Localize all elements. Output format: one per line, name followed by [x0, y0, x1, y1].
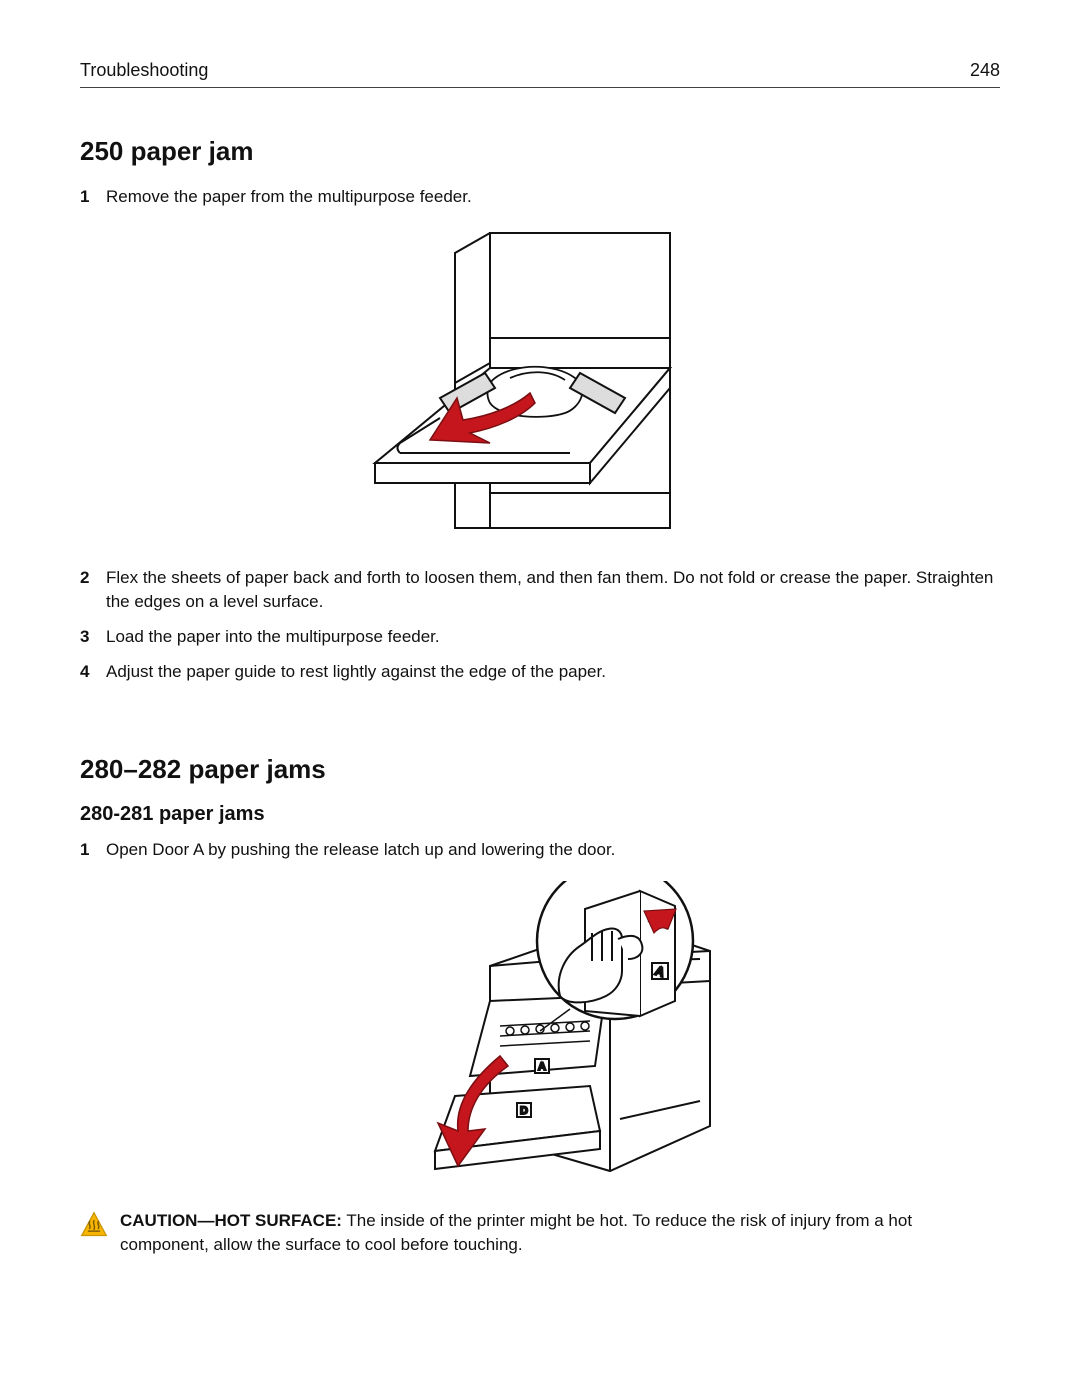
page-header: Troubleshooting 248 [80, 60, 1000, 88]
section-250-steps-cont: Flex the sheets of paper back and forth … [80, 566, 1000, 685]
figure-280: A D [80, 881, 1000, 1181]
door-a-label: A [538, 1061, 546, 1073]
step-item: Flex the sheets of paper back and forth … [80, 566, 1000, 615]
manual-page: Troubleshooting 248 250 paper jam Remove… [0, 0, 1080, 1397]
chapter-title: Troubleshooting [80, 60, 208, 81]
section-280-steps: Open Door A by pushing the release latch… [80, 838, 1000, 863]
caution-hot-surface: CAUTION—HOT SURFACE: The inside of the p… [80, 1209, 1000, 1258]
step-item: Load the paper into the multipurpose fee… [80, 625, 1000, 650]
step-item: Open Door A by pushing the release latch… [80, 838, 1000, 863]
caution-label: CAUTION—HOT SURFACE: [120, 1211, 342, 1230]
section-280-title: 280–282 paper jams [80, 754, 1000, 785]
caution-text: CAUTION—HOT SURFACE: The inside of the p… [120, 1209, 1000, 1258]
section-250-title: 250 paper jam [80, 136, 1000, 167]
section-250-steps: Remove the paper from the multipurpose f… [80, 185, 1000, 210]
step-item: Adjust the paper guide to rest lightly a… [80, 660, 1000, 685]
door-d-label: D [520, 1105, 528, 1117]
figure-250 [80, 228, 1000, 538]
page-number: 248 [970, 60, 1000, 81]
section-280-281-title: 280‑281 paper jams [80, 803, 1000, 826]
figure-250-illustration [340, 228, 740, 538]
step-item: Remove the paper from the multipurpose f… [80, 185, 1000, 210]
figure-280-illustration: A D [340, 881, 740, 1181]
caution-hot-surface-icon [80, 1211, 108, 1239]
